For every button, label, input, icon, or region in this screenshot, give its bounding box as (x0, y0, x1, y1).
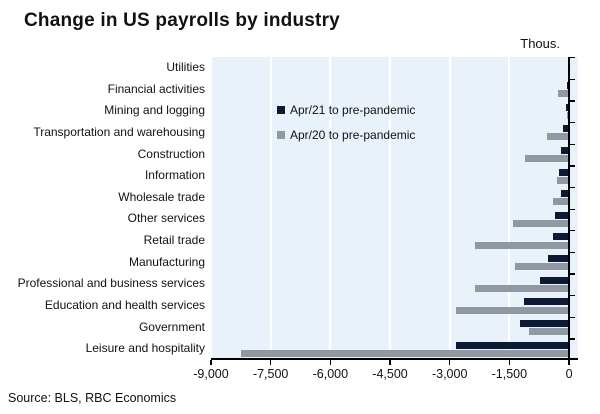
x-tick-label: -1,500 (491, 367, 528, 381)
y-axis-tick (570, 295, 576, 297)
x-axis-tick (210, 360, 212, 365)
bar-apr21 (553, 233, 570, 241)
category-label: Wholesale trade (118, 189, 205, 204)
gridline (269, 57, 272, 360)
category-label: Transportation and warehousing (33, 124, 205, 139)
x-axis-tick (389, 360, 391, 365)
category-label: Education and health services (44, 298, 205, 313)
y-axis-tick (570, 273, 576, 275)
gridline (329, 57, 332, 360)
axis-unit-label: Thous. (520, 36, 560, 51)
bar-apr20 (455, 306, 570, 314)
gridline (389, 57, 392, 360)
bar-apr20 (557, 176, 570, 184)
y-axis-tick (570, 100, 576, 102)
y-axis-tick (570, 230, 576, 232)
y-axis-tick (570, 338, 576, 340)
legend-label-apr20: Apr/20 to pre-pandemic (290, 128, 416, 142)
category-label: Retail trade (143, 233, 205, 248)
bar-apr21 (566, 81, 570, 89)
bar-apr21 (523, 298, 570, 306)
category-label: Other services (127, 211, 205, 226)
bar-apr21 (558, 168, 570, 176)
category-label: Leisure and hospitality (85, 341, 205, 356)
bar-apr20 (241, 349, 570, 357)
x-tick-label: -6,000 (312, 367, 349, 381)
bar-apr21 (566, 103, 570, 111)
x-axis-tick (329, 360, 332, 365)
category-label: Mining and logging (104, 103, 205, 118)
bar-apr21 (455, 341, 570, 349)
category-label: Manufacturing (128, 254, 205, 269)
legend-entry-apr21: Apr/21 to pre-pandemic (277, 103, 415, 117)
y-axis-tick (570, 57, 576, 59)
bar-apr21 (540, 276, 570, 284)
bar-apr20 (529, 328, 570, 336)
plot-area: Apr/21 to pre-pandemic Apr/20 to pre-pan… (210, 57, 578, 360)
source-note: Source: BLS, RBC Economics (8, 391, 177, 405)
zero-axis-line (568, 57, 571, 360)
category-label: Construction (137, 146, 205, 161)
bar-apr20 (558, 90, 570, 98)
y-axis-tick (570, 316, 576, 318)
bar-apr21 (548, 255, 570, 263)
chart-title: Change in US payrolls by industry (24, 10, 340, 31)
x-tick-label: 0 (565, 367, 573, 381)
x-axis-tick (269, 360, 272, 365)
x-axis-tick (568, 360, 570, 365)
category-label: Utilities (166, 60, 205, 74)
category-labels-column: Utilities Financial activities Mining and … (0, 57, 205, 360)
x-axis-line (211, 358, 578, 360)
bar-apr20 (474, 284, 570, 292)
x-axis-tick (448, 360, 451, 365)
y-axis-tick (570, 78, 576, 80)
y-axis-tick (570, 121, 576, 124)
bar-apr21 (519, 320, 570, 327)
x-tick-label: -7,500 (252, 367, 289, 381)
bar-apr20 (525, 155, 570, 163)
legend-entry-apr20: Apr/20 to pre-pandemic (277, 128, 415, 142)
y-axis-tick (570, 208, 576, 210)
gridline (508, 57, 511, 360)
bar-apr20 (513, 220, 570, 227)
bar-apr21 (563, 125, 570, 133)
x-tick-label: -9,000 (193, 367, 229, 381)
bar-apr21 (561, 146, 570, 154)
category-label: Professional and business services (17, 276, 205, 291)
bar-apr21 (554, 211, 570, 219)
bar-apr20 (474, 241, 570, 249)
y-axis-tick (570, 251, 576, 254)
bar-apr21 (560, 190, 570, 198)
y-axis-tick (570, 186, 576, 189)
legend-label-apr21: Apr/21 to pre-pandemic (290, 103, 416, 117)
legend: Apr/21 to pre-pandemic Apr/20 to pre-pan… (277, 103, 415, 153)
bar-apr20 (547, 133, 570, 141)
x-tick-label: -3,000 (431, 367, 468, 381)
gridline (448, 57, 451, 360)
category-label: Financial activities (107, 81, 205, 96)
legend-swatch-apr20 (277, 131, 285, 139)
gridline (210, 57, 212, 360)
x-tick-label: -4,500 (372, 367, 408, 381)
category-label: Information (144, 168, 205, 183)
bar-apr20 (514, 263, 570, 271)
y-axis-tick (570, 143, 576, 145)
legend-swatch-apr21 (277, 106, 285, 114)
x-axis-tick (508, 360, 511, 365)
category-label: Government (138, 319, 205, 334)
y-axis-tick (570, 165, 576, 167)
bar-apr20 (552, 198, 570, 206)
